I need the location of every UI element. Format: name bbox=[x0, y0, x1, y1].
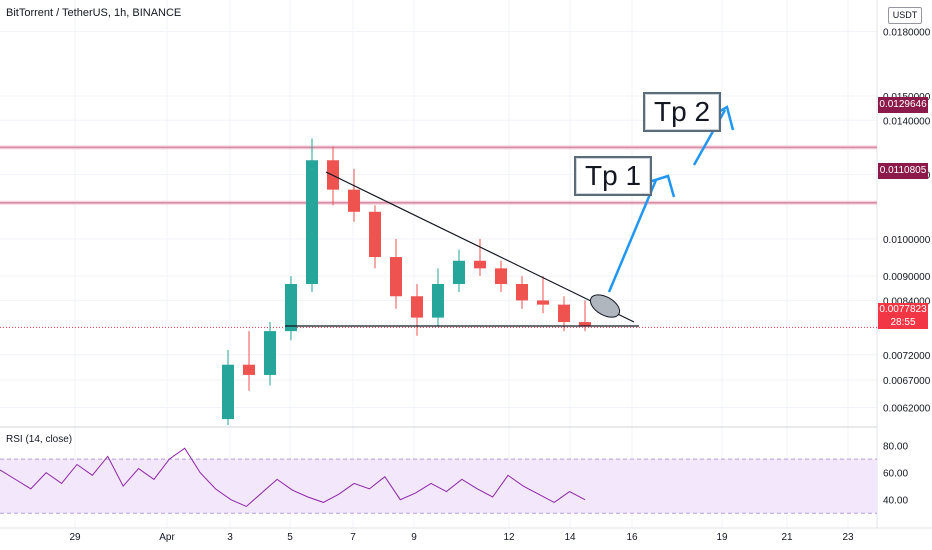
candle-body bbox=[348, 189, 360, 212]
y-tick-label: 0.0090000 bbox=[883, 272, 931, 283]
breakout-ellipse bbox=[589, 294, 621, 318]
candle-body bbox=[495, 268, 507, 285]
last-price-tag: 0.0077823 28:55 bbox=[878, 303, 928, 329]
bar-countdown: 28:55 bbox=[890, 317, 916, 328]
candle-body bbox=[453, 260, 465, 285]
tp1-annotation[interactable]: Tp 1 bbox=[574, 156, 653, 196]
tp1-level-tag: 0.0110805 bbox=[878, 163, 928, 179]
last-price-value: 0.0077823 bbox=[879, 304, 927, 315]
x-tick-label: 21 bbox=[781, 532, 793, 543]
candle-body bbox=[369, 211, 381, 258]
tp1-arrow-line bbox=[607, 179, 658, 293]
y-tick-label: 0.0062000 bbox=[883, 404, 931, 415]
candle-body bbox=[390, 257, 402, 297]
y-tick-label: 0.0180000 bbox=[883, 28, 931, 39]
x-tick-label: 19 bbox=[716, 532, 728, 543]
y-tick-label: 0.0067000 bbox=[883, 376, 931, 387]
x-tick-label: 29 bbox=[69, 532, 81, 543]
candle-body bbox=[243, 364, 255, 375]
tp2-annotation[interactable]: Tp 2 bbox=[643, 92, 722, 132]
candle-body bbox=[579, 322, 591, 327]
x-tick-label: 9 bbox=[411, 532, 417, 543]
plot-background bbox=[0, 0, 877, 528]
currency-badge[interactable]: USDT bbox=[888, 7, 922, 24]
candle-body bbox=[222, 364, 234, 420]
y-tick-label: 0.0100000 bbox=[883, 235, 931, 246]
x-tick-label: 3 bbox=[227, 532, 233, 543]
x-tick-label: 5 bbox=[287, 532, 293, 543]
candle-body bbox=[411, 296, 423, 318]
x-tick-label: 23 bbox=[842, 532, 854, 543]
candle-body bbox=[264, 331, 276, 375]
tp2-level-tag: 0.0129646 bbox=[878, 97, 928, 113]
rsi-series-line bbox=[0, 447, 586, 508]
y-tick-label: 0.0084000 bbox=[883, 296, 931, 307]
candle-body bbox=[285, 284, 297, 332]
tp1-arrowhead bbox=[648, 174, 676, 198]
rsi-tick-label: 40.00 bbox=[883, 496, 908, 507]
candle-body bbox=[306, 160, 318, 285]
rsi-tick-label: 80.00 bbox=[883, 442, 908, 453]
x-tick-label: 16 bbox=[626, 532, 638, 543]
rsi-tick-label: 60.00 bbox=[883, 469, 908, 480]
x-tick-label: 12 bbox=[503, 532, 515, 543]
chart-title: BitTorrent / TetherUS, 1h, BINANCE bbox=[6, 7, 182, 19]
y-tick-label: 0.0072000 bbox=[883, 351, 931, 362]
candle-body bbox=[516, 284, 528, 301]
x-tick-label: 14 bbox=[564, 532, 576, 543]
candle-body bbox=[432, 284, 444, 318]
x-tick-label: 7 bbox=[350, 532, 356, 543]
triangle-resistance-line bbox=[325, 171, 635, 323]
y-tick-label: 0.0140000 bbox=[883, 116, 931, 127]
candle-body bbox=[558, 304, 570, 323]
rsi-band bbox=[0, 459, 877, 514]
rsi-label: RSI (14, close) bbox=[6, 434, 73, 445]
x-tick-label: Apr bbox=[159, 532, 175, 543]
candle-body bbox=[474, 260, 486, 269]
candle-body bbox=[537, 300, 549, 305]
